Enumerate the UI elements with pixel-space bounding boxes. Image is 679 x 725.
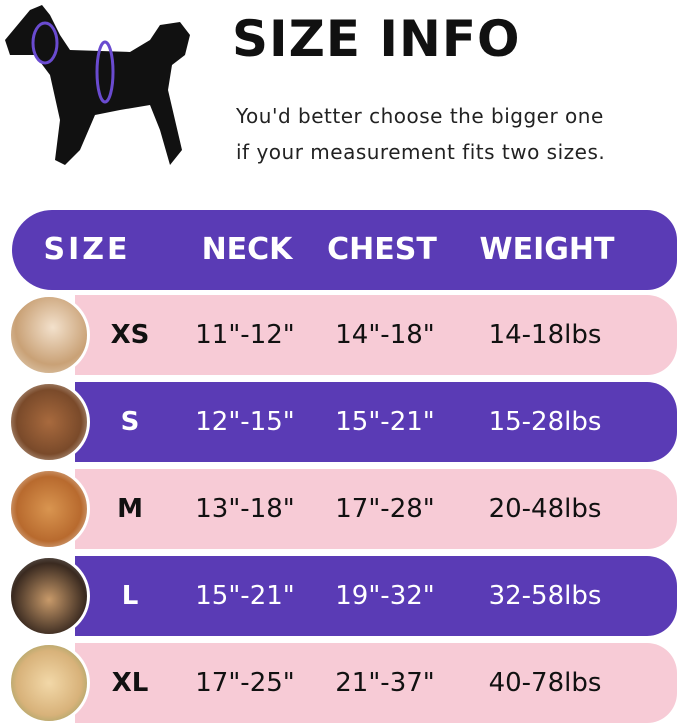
col-size: SIZE [43,232,131,267]
weight-cell: 20-48lbs [488,494,602,524]
chest-cell: 17"-28" [335,494,435,524]
subtitle: You'd better choose the bigger one if yo… [236,98,605,170]
weight-cell: 40-78lbs [488,668,602,698]
col-neck: NECK [201,232,293,267]
size-cell: M [117,494,143,524]
subtitle-line-2: if your measurement fits two sizes. [236,140,606,164]
dog-photo [8,294,90,376]
weight-cell: 15-28lbs [488,407,602,437]
dog-silhouette-icon [5,5,190,165]
table-row: M 13"-18" 17"-28" 20-48lbs [75,469,677,549]
subtitle-line-1: You'd better choose the bigger one [236,104,604,128]
size-cell: L [121,581,139,611]
neck-cell: 15"-21" [195,581,295,611]
size-cell: XL [111,668,149,698]
col-weight: WEIGHT [479,232,615,267]
weight-cell: 14-18lbs [488,320,602,350]
neck-cell: 13"-18" [195,494,295,524]
table-header: SIZE NECK CHEST WEIGHT [12,210,677,290]
dog-photo [8,642,90,724]
dog-photo [8,381,90,463]
size-cell: XS [110,320,150,350]
chest-cell: 15"-21" [335,407,435,437]
size-cell: S [120,407,140,437]
table-row: L 15"-21" 19"-32" 32-58lbs [75,556,677,636]
table-row: XS 11"-12" 14"-18" 14-18lbs [75,295,677,375]
page-title: SIZE INFO [232,10,521,68]
chest-cell: 19"-32" [335,581,435,611]
table-row: S 12"-15" 15"-21" 15-28lbs [75,382,677,462]
dog-photo [8,555,90,637]
neck-cell: 11"-12" [195,320,295,350]
table-row: XL 17"-25" 21"-37" 40-78lbs [75,643,677,723]
neck-cell: 12"-15" [195,407,295,437]
weight-cell: 32-58lbs [488,581,602,611]
chest-cell: 21"-37" [335,668,435,698]
neck-cell: 17"-25" [195,668,295,698]
col-chest: CHEST [327,232,437,267]
dog-photo [8,468,90,550]
chest-cell: 14"-18" [335,320,435,350]
